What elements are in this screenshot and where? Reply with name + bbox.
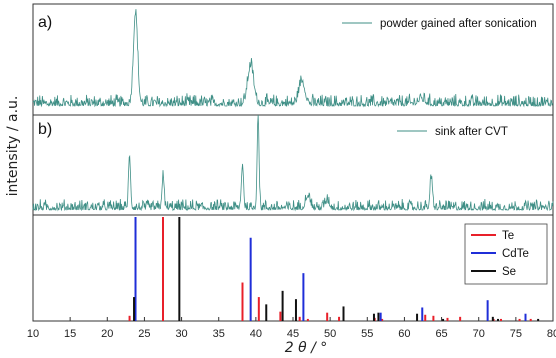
legend-label: Se bbox=[502, 266, 516, 278]
panel-label: b) bbox=[38, 121, 52, 138]
x-tick-label: 55 bbox=[361, 328, 373, 340]
legend-label: powder gained after sonication bbox=[380, 18, 537, 30]
x-tick-label: 35 bbox=[213, 328, 225, 340]
x-tick-label: 30 bbox=[175, 328, 187, 340]
x-tick-label: 15 bbox=[64, 328, 76, 340]
reference-cdte bbox=[134, 217, 527, 321]
x-axis: 10 15 20 25 30 35 40 45 50 55 60 65 70 75 80 bbox=[27, 317, 556, 340]
x-tick-label: 70 bbox=[473, 328, 485, 340]
x-tick-label: 45 bbox=[287, 328, 299, 340]
panel-label: a) bbox=[38, 14, 52, 31]
x-tick-label: 10 bbox=[27, 328, 39, 340]
reference-lines bbox=[128, 217, 540, 321]
legend-label: Te bbox=[502, 230, 514, 242]
y-axis-title: intensity / a.u. bbox=[5, 96, 21, 197]
x-tick-label: 80 bbox=[547, 328, 556, 340]
x-tick-label: 50 bbox=[324, 328, 336, 340]
reference-legend: Te CdTe Se bbox=[464, 223, 548, 285]
legend-label: sink after CVT bbox=[435, 126, 508, 138]
diffraction-patterns: a) powder gained after sonication b) sink a… bbox=[32, 9, 554, 212]
reference-se bbox=[133, 217, 540, 321]
pattern-trace bbox=[32, 115, 554, 212]
x-tick-label: 25 bbox=[138, 328, 150, 340]
x-tick-label: 20 bbox=[101, 328, 113, 340]
pattern-trace bbox=[32, 9, 554, 108]
x-axis-title: 2 θ / ° bbox=[285, 340, 328, 356]
x-tick-label: 65 bbox=[435, 328, 447, 340]
x-tick-label: 60 bbox=[398, 328, 410, 340]
legend-label: CdTe bbox=[502, 248, 529, 260]
panel-b: b) sink after CVT bbox=[32, 115, 554, 212]
x-tick-label: 40 bbox=[250, 328, 262, 340]
panel-a: a) powder gained after sonication bbox=[32, 9, 554, 108]
x-tick-label: 75 bbox=[510, 328, 522, 340]
